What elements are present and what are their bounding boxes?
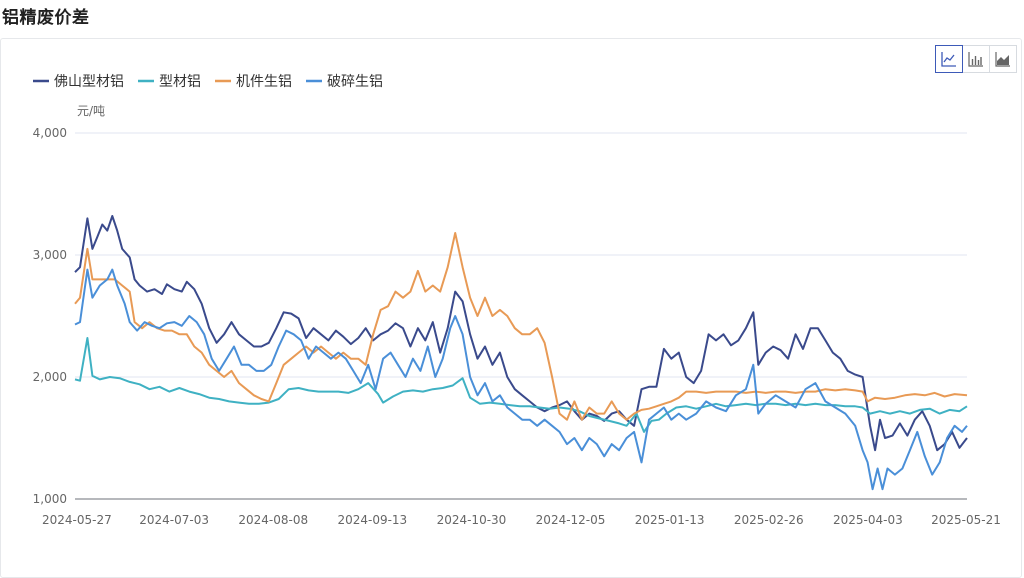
x-tick-label: 2024-09-13 <box>337 513 407 527</box>
legend: 佛山型材铝 型材铝 机件生铝 破碎生铝 <box>33 74 383 90</box>
legend-item-1[interactable]: 佛山型材铝 <box>33 74 124 90</box>
series-line-4 <box>74 268 968 491</box>
chart-card <box>0 38 1022 578</box>
area-chart-button[interactable] <box>989 45 1017 73</box>
axes: 1,000 2,000 3,000 4,000 2024-05-27 2024-07-03… <box>33 126 1001 527</box>
x-tick-label: 2025-02-26 <box>734 513 804 527</box>
x-tick-label: 2024-07-03 <box>139 513 209 527</box>
legend-label: 破碎生铝 <box>327 74 383 90</box>
page-title: 铝精废价差 <box>2 8 90 28</box>
series-line-1 <box>74 215 968 452</box>
x-tick-label: 2024-12-05 <box>536 513 606 527</box>
grid-lines <box>75 132 967 378</box>
y-unit-label: 元/吨 <box>77 104 105 118</box>
line-chart-button[interactable] <box>935 45 963 73</box>
x-tick-label: 2024-05-27 <box>42 513 112 527</box>
line-chart-icon <box>941 52 956 67</box>
legend-label: 机件生铝 <box>236 74 292 90</box>
series-line-2 <box>74 337 968 433</box>
y-tick-label: 4,000 <box>33 126 67 140</box>
legend-label: 佛山型材铝 <box>54 74 124 90</box>
bar-chart-icon <box>968 52 983 67</box>
series-lines <box>74 215 968 491</box>
x-tick-label: 2025-01-13 <box>635 513 705 527</box>
x-tick-label: 2025-04-03 <box>833 513 903 527</box>
x-tick-label: 2024-08-08 <box>238 513 308 527</box>
x-tick-label: 2025-05-21 <box>931 513 1001 527</box>
series-line-3 <box>74 232 968 421</box>
legend-item-4[interactable]: 破碎生铝 <box>306 74 383 90</box>
legend-item-2[interactable]: 型材铝 <box>138 74 201 90</box>
legend-label: 型材铝 <box>159 74 201 90</box>
chart-type-toolbar <box>935 45 1017 73</box>
legend-item-3[interactable]: 机件生铝 <box>215 74 292 90</box>
y-tick-label: 3,000 <box>33 248 67 262</box>
x-tick-label: 2024-10-30 <box>437 513 507 527</box>
y-tick-label: 1,000 <box>33 492 67 506</box>
y-tick-label: 2,000 <box>33 370 67 384</box>
area-chart-icon <box>995 52 1010 67</box>
